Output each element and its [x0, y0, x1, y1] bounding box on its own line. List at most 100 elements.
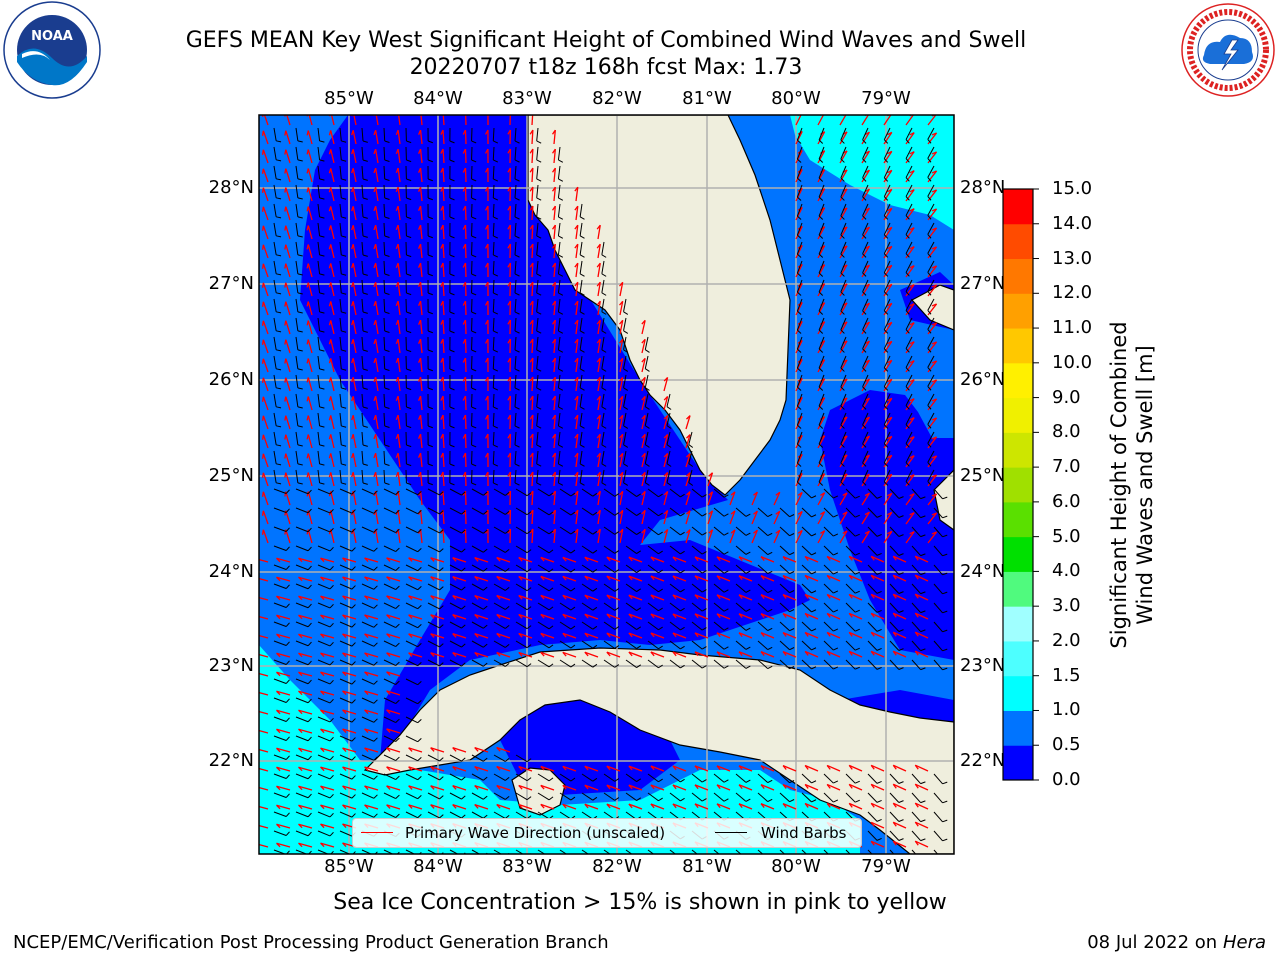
wind-barb-flag [811, 628, 817, 632]
wave-arrow [442, 433, 445, 449]
wind-barb-flag [493, 425, 499, 429]
wave-arrow-head [619, 281, 624, 287]
wave-arrow-head [619, 471, 624, 477]
wave-arrow-head [551, 376, 556, 382]
wind-barb-flag [384, 387, 390, 391]
wave-arrow [408, 576, 423, 582]
wave-arrow-head [628, 594, 633, 600]
wind-barb-flag [427, 406, 433, 410]
wave-arrow [419, 491, 423, 506]
wind-barb-flag [449, 216, 455, 220]
wind-barb-flag [471, 159, 477, 163]
wind-barb [796, 336, 803, 350]
wave-arrow-head [484, 281, 489, 287]
wind-barb [515, 526, 528, 535]
wind-barb-flag [417, 699, 422, 705]
wind-barb-flag [285, 831, 290, 836]
wave-arrow-head [686, 491, 691, 496]
wave-arrow-head [462, 281, 467, 287]
wind-barb [339, 602, 353, 609]
wave-arrow-head [619, 433, 624, 439]
wind-barb-flag [319, 235, 325, 238]
wave-arrow [330, 510, 335, 525]
wave-arrow [386, 766, 401, 772]
wind-barb-flag [330, 850, 334, 854]
wave-arrow-head [306, 168, 309, 174]
wave-arrow-head [418, 433, 422, 439]
wind-barb-flag [319, 330, 325, 333]
wave-arrow [553, 187, 556, 202]
wind-barb [581, 773, 594, 782]
wind-barb [862, 374, 869, 388]
wave-arrow [374, 320, 379, 335]
wind-barb-flag [276, 292, 282, 295]
wave-arrow-head [395, 300, 399, 307]
wind-barb [339, 450, 342, 464]
wind-barb-flag [942, 553, 948, 557]
wind-barb-flag [362, 425, 368, 428]
wave-arrow [650, 632, 665, 639]
wind-barb [339, 317, 342, 331]
wind-barb [273, 317, 277, 331]
wind-barb [537, 526, 550, 535]
wave-arrow-head [484, 300, 489, 306]
wind-barb [623, 412, 627, 426]
wave-arrow [397, 491, 401, 506]
wind-barb [273, 488, 287, 494]
lat-label-right: 26°N [960, 369, 1006, 390]
wave-arrow [285, 320, 291, 335]
wind-barb [471, 640, 484, 648]
wind-barb [823, 507, 834, 518]
wind-barb [427, 659, 440, 667]
wind-barb-flag [558, 216, 564, 220]
wave-arrow [650, 556, 665, 563]
wave-arrow-head [284, 301, 287, 307]
wind-barb [713, 792, 725, 802]
wave-arrow-head [462, 148, 467, 154]
wave-arrow-head [892, 631, 897, 637]
wave-arrow [804, 555, 819, 563]
wind-barb-flag [927, 386, 932, 391]
wind-barb-flag [789, 799, 795, 803]
wave-arrow-head [484, 395, 489, 401]
wave-arrow-head [574, 452, 579, 458]
wave-arrow-head [408, 576, 413, 581]
wind-barb [623, 469, 627, 483]
wave-arrow [782, 764, 797, 772]
wind-barb-flag [362, 292, 368, 295]
wave-arrow [364, 690, 379, 696]
wave-arrow-head [484, 433, 489, 439]
wind-barb [361, 488, 375, 495]
wave-arrow [927, 246, 938, 259]
wind-barb-flag [297, 140, 303, 143]
wind-barb [273, 640, 287, 646]
wind-barb [537, 640, 550, 649]
wind-barb-flag [579, 368, 585, 372]
wind-barb [557, 336, 561, 350]
wind-barb-flag [384, 368, 390, 372]
colorbar-tick-label: 14.0 [1052, 212, 1093, 234]
wave-arrow-head [328, 377, 332, 383]
wind-barb-flag [614, 645, 620, 649]
wind-barb [405, 754, 418, 762]
wind-barb-flag [666, 463, 672, 467]
wave-arrow-head [373, 243, 377, 250]
wave-arrow-head [496, 595, 501, 600]
wave-arrow [817, 131, 826, 145]
wind-barb [581, 583, 594, 592]
wind-barb-flag [601, 482, 607, 486]
wave-arrow-head [887, 302, 893, 307]
wind-barb [818, 317, 825, 331]
wave-arrow [452, 595, 467, 601]
wind-barb-flag [942, 781, 948, 785]
wave-arrow [738, 613, 753, 620]
wind-barb [735, 507, 747, 517]
wind-barb-flag [373, 585, 378, 590]
wave-arrow [839, 321, 848, 335]
wave-arrow [905, 379, 915, 392]
wave-arrow [408, 557, 423, 563]
wind-barb-flag [905, 253, 910, 258]
wave-arrow [861, 340, 870, 354]
wind-barb [669, 659, 681, 669]
wind-barb-flag [319, 178, 325, 181]
